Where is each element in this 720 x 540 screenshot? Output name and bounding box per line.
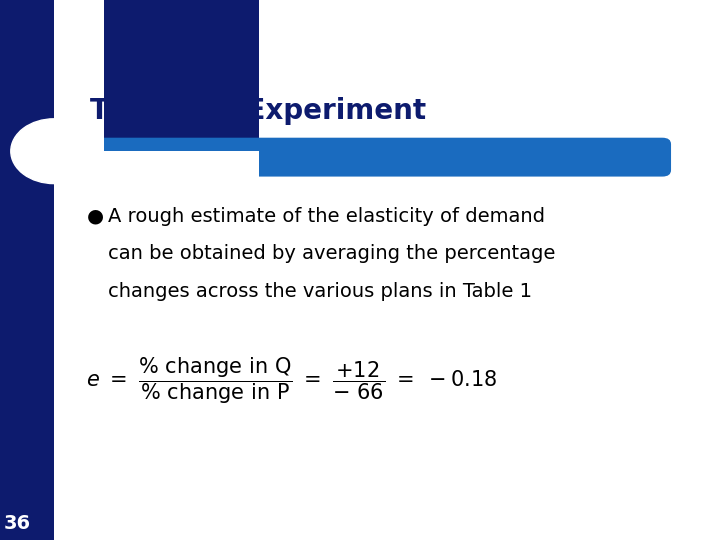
Bar <box>54 151 259 189</box>
Bar <box>54 0 104 151</box>
Circle shape <box>11 119 97 184</box>
Text: can be obtained by averaging the percentage: can be obtained by averaging the percent… <box>108 244 555 264</box>
FancyBboxPatch shape <box>38 138 671 177</box>
Bar <box>0 0 54 540</box>
Bar <box>0 0 259 151</box>
Text: $e \ = \ \dfrac{\%\ \mathrm{change\ in\ Q}}{\%\ \mathrm{change\ in\ P}} \ = \ \d: $e \ = \ \dfrac{\%\ \mathrm{change\ in\ … <box>86 355 498 406</box>
Text: A rough estimate of the elasticity of demand: A rough estimate of the elasticity of de… <box>108 206 545 226</box>
Text: ●: ● <box>86 206 104 226</box>
Text: 36: 36 <box>4 514 31 534</box>
Text: changes across the various plans in Table 1: changes across the various plans in Tabl… <box>108 282 532 301</box>
Text: The Rand Experiment: The Rand Experiment <box>90 97 426 125</box>
